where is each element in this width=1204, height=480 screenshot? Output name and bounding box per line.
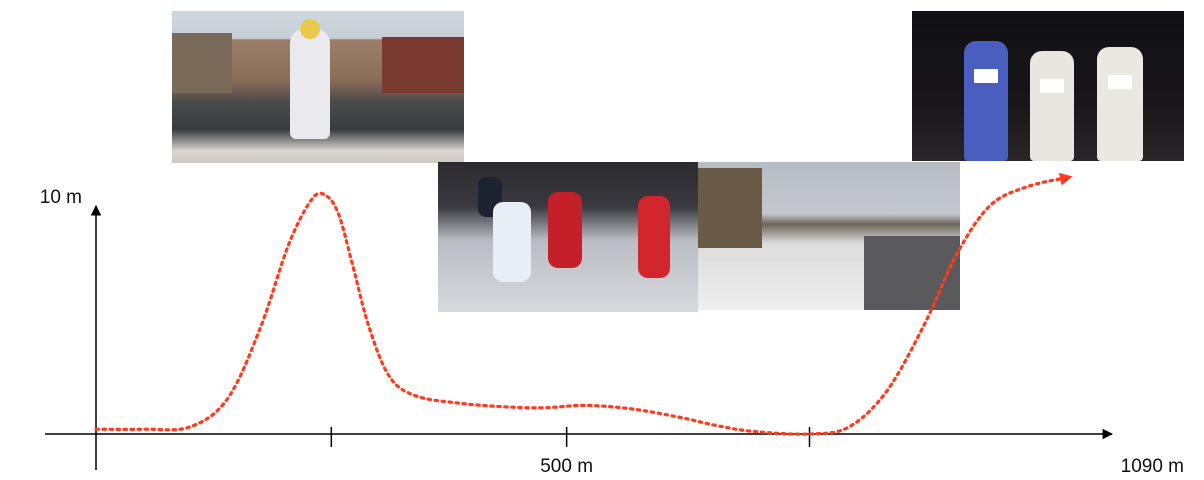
building-shape [172,33,232,93]
road-shape [864,236,960,310]
skier-figure [493,202,531,282]
building-shape [382,37,464,93]
photo-podium-night [912,11,1184,161]
skier-figure [290,29,330,139]
athlete-figure [1030,51,1074,161]
x-tick-label: 1090 m [1121,456,1184,477]
y-ticks: 10 m [40,187,82,208]
skier-head [300,19,320,39]
x-tick-label: 500 m [540,456,593,477]
x-ticks: 500 m 1090 m [330,427,1184,477]
skier-figure [638,196,670,278]
athlete-figure [964,41,1008,161]
bib [1108,75,1132,89]
athlete-figure [1097,47,1143,161]
photo-snowy-waterfront [698,162,960,310]
wall-shape [698,168,762,248]
bib [1040,79,1064,93]
skier-figure [548,192,582,268]
elevation-line [94,172,1073,436]
y-tick-label: 10 m [40,187,82,208]
photo-skier-city [172,11,464,163]
bib [974,69,998,83]
photo-sprint-race [438,162,698,312]
